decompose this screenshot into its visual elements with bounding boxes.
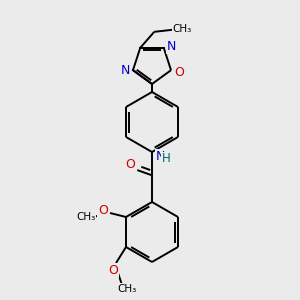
Text: CH₃: CH₃ (117, 284, 136, 294)
Text: O: O (98, 205, 108, 218)
Text: O: O (174, 66, 184, 79)
Text: N: N (167, 40, 176, 53)
Text: CH₃: CH₃ (76, 212, 96, 222)
Text: CH₃: CH₃ (172, 24, 192, 34)
Text: N: N (156, 149, 165, 163)
Text: O: O (125, 158, 135, 172)
Text: H: H (162, 152, 170, 166)
Text: O: O (108, 263, 118, 277)
Text: N: N (120, 64, 130, 77)
